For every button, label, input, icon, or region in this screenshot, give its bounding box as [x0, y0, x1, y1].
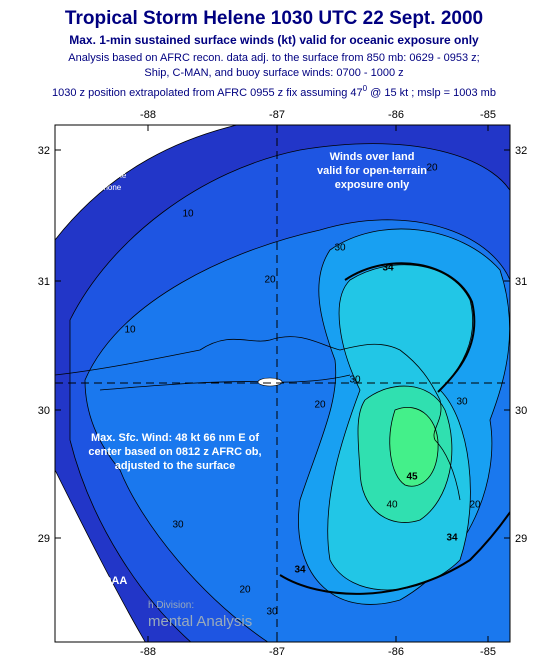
- contour-label: 30: [349, 375, 361, 386]
- contour-label: 10: [182, 209, 194, 220]
- contour-label: 45: [406, 472, 418, 483]
- contour-label: 34: [294, 565, 306, 576]
- wind-radii-table: WIND RADII (NM) QD 34K 50K 64K NE 89none…: [60, 125, 127, 192]
- lon-label: -87: [269, 109, 285, 121]
- info-line: Ship, C-MAN, and buoy surface winds: 070…: [144, 67, 403, 79]
- lat-label: 29: [38, 533, 50, 545]
- contour-label: 30: [456, 397, 468, 408]
- radii-row: SE 116nonenone: [60, 183, 122, 192]
- credit: HRD/NOAA: [68, 575, 127, 587]
- contour-label: 20: [239, 585, 251, 596]
- contour-label: 10: [124, 325, 136, 336]
- land-note: valid for open-terrain: [317, 165, 427, 177]
- title: Tropical Storm Helene 1030 UTC 22 Sept. …: [65, 8, 483, 29]
- lat-label: 29: [515, 533, 527, 545]
- contour-label: 34: [446, 533, 458, 544]
- lon-label: -86: [388, 109, 404, 121]
- contour-label: 30: [172, 520, 184, 531]
- max-wind-note: center based on 0812 z AFRC ob,: [88, 446, 261, 458]
- radii-row: SWnonenonenone: [60, 171, 127, 180]
- radii-title: WIND RADII (NM): [60, 125, 125, 134]
- radii-row: NE 89nonenone: [60, 147, 118, 156]
- map-frame: [54, 124, 511, 643]
- position-note: 1030 z position extrapolated from AFRC 0…: [52, 84, 496, 99]
- radii-row: NWnonenonenone: [60, 159, 127, 168]
- contour-label: 30: [334, 243, 346, 254]
- contour-label: 40: [386, 500, 398, 511]
- contour-label: 20: [264, 275, 276, 286]
- lat-label: 32: [38, 145, 50, 157]
- lon-label: -85: [480, 109, 496, 121]
- lat-label: 31: [515, 276, 527, 288]
- lon-label: -88: [140, 109, 156, 121]
- lat-label: 30: [515, 405, 527, 417]
- max-wind-note: adjusted to the surface: [115, 460, 235, 472]
- lon-label: -85: [480, 646, 496, 658]
- contour-label: 20: [314, 400, 326, 411]
- lat-label: 31: [38, 276, 50, 288]
- lon-label: -86: [388, 646, 404, 658]
- division: h Division:: [148, 600, 194, 611]
- lon-label: -88: [140, 646, 156, 658]
- lat-label: 30: [38, 405, 50, 417]
- map: [55, 125, 510, 642]
- max-wind-note: Max. Sfc. Wind: 48 kt 66 nm E of: [91, 432, 259, 444]
- contour-label: 30: [266, 607, 278, 618]
- radii-header: QD 34K 50K 64K: [60, 135, 122, 144]
- analysis: mental Analysis: [148, 613, 252, 630]
- lon-label: -87: [269, 646, 285, 658]
- contour-label: 20: [469, 500, 481, 511]
- land-note: exposure only: [335, 179, 410, 191]
- contour-label: 20: [426, 163, 438, 174]
- subtitle: Max. 1-min sustained surface winds (kt) …: [69, 33, 479, 47]
- info-line: Analysis based on AFRC recon. data adj. …: [68, 52, 480, 64]
- land-note: Winds over land: [330, 151, 415, 163]
- contour-label: 34: [382, 263, 394, 274]
- lat-label: 32: [515, 145, 527, 157]
